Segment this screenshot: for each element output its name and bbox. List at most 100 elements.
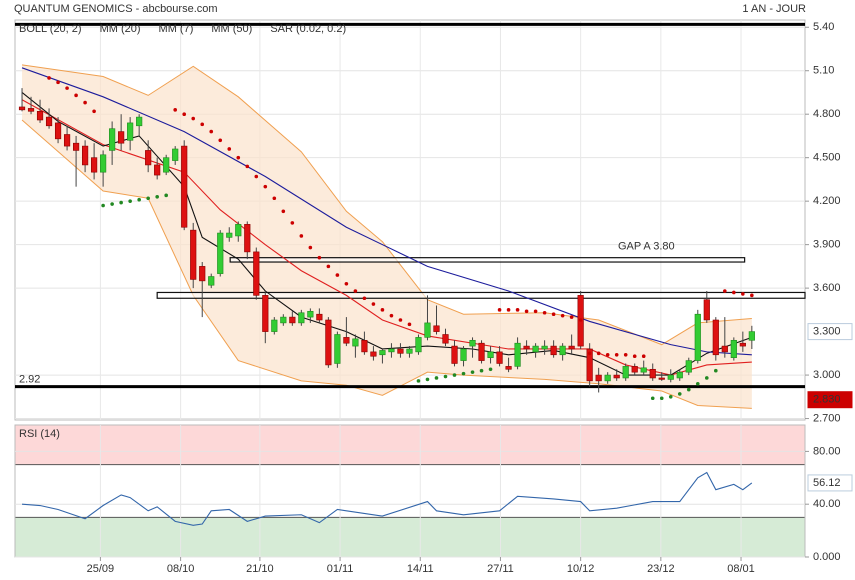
plot-frame [14, 19, 806, 421]
sar-dot [290, 221, 295, 225]
candle-body [262, 295, 269, 332]
candle-body [631, 366, 638, 373]
sar-dot [191, 116, 196, 121]
candle-body [496, 351, 503, 364]
x-tick-label: 21/10 [246, 563, 274, 575]
sar-dot [506, 308, 511, 312]
moving-average [21, 67, 752, 356]
candle-body [667, 374, 674, 380]
candle-body [100, 154, 107, 173]
sar-dot [317, 255, 322, 260]
sar-dot [353, 289, 358, 293]
legend-entry: MM (20) [100, 23, 141, 35]
candle-body [316, 313, 323, 321]
candle-body [586, 348, 593, 382]
candle-body [739, 342, 746, 347]
candle-body [604, 374, 611, 382]
sar-dot [281, 209, 286, 214]
candle-body [424, 322, 431, 338]
sar-dot [110, 202, 114, 206]
sar-dot [344, 281, 349, 286]
sar-dot [524, 309, 529, 314]
candle-body [568, 345, 575, 350]
candle-body [550, 345, 557, 356]
sar-dot [488, 367, 493, 372]
gap-box [156, 291, 806, 299]
candle-body [721, 345, 728, 353]
sar-dot [299, 234, 304, 238]
candle-body [244, 224, 251, 253]
sar-dot [596, 351, 601, 356]
candle-body [361, 339, 368, 353]
y-tick-label: 4.200 [813, 195, 841, 207]
candle-body [649, 368, 656, 379]
gap-label: GAP A 3.80 [618, 241, 675, 253]
candle-body [370, 351, 377, 357]
candle-body [541, 345, 548, 350]
sar-dot [155, 195, 159, 199]
panel-title: RSI (14) [19, 428, 60, 440]
sar-dot [515, 308, 520, 312]
sar-dot [542, 310, 547, 315]
x-tick-label: 08/10 [167, 563, 195, 575]
candle-body [433, 325, 440, 332]
sar-dot [425, 377, 430, 382]
sar-dot [398, 318, 403, 322]
y-tick-label: 5.40 [813, 21, 834, 33]
sar-dot [416, 379, 421, 383]
candle-body [325, 319, 332, 366]
level-label: 2.92 [19, 374, 40, 386]
sar-dot [128, 199, 132, 203]
last-value-label: 2.830 [813, 394, 841, 406]
candle-body [730, 339, 737, 358]
sar-dot [695, 381, 700, 386]
candle-body [253, 251, 260, 296]
y-tick-label: 2.700 [813, 412, 841, 424]
candle-body [748, 331, 755, 341]
candle-body [676, 371, 683, 379]
candle-body [622, 366, 629, 379]
candle-body [478, 342, 485, 361]
bollinger-lower [21, 119, 752, 409]
sar-dot [92, 109, 96, 114]
y-tick-label: 80.00 [813, 445, 841, 457]
legend-entry: MM (7) [159, 23, 194, 35]
sar-dot [443, 374, 448, 379]
y-tick-label: 3.600 [813, 282, 841, 294]
sar-dot [677, 392, 682, 396]
candle-body [190, 229, 197, 280]
candle-body [172, 148, 179, 161]
sar-dot [533, 309, 538, 314]
candle-body [145, 150, 152, 166]
candle-body [208, 276, 215, 286]
sar-dot [308, 245, 313, 250]
sar-dot [732, 290, 736, 295]
sar-dot [371, 302, 376, 306]
sar-dot [227, 147, 232, 151]
last-value-label: 56.12 [813, 477, 841, 489]
sar-dot [245, 164, 250, 169]
sar-dot [83, 100, 87, 105]
sar-dot [182, 112, 187, 117]
candle-body [127, 122, 134, 141]
candle-body [109, 128, 116, 151]
candle-body [613, 374, 620, 379]
sar-dot [650, 396, 655, 401]
sar-dot [434, 376, 439, 380]
sar-dot [704, 376, 709, 380]
sar-dot [560, 313, 565, 318]
rsi-zone [15, 425, 805, 465]
candle-body [388, 348, 395, 353]
sar-dot [623, 352, 628, 357]
sar-dot [497, 308, 502, 312]
sar-dot [326, 264, 331, 269]
candle-body [415, 337, 422, 353]
sar-dot [750, 293, 754, 298]
sar-dot [569, 315, 574, 319]
candle-body [226, 232, 233, 238]
sar-dot [407, 322, 412, 327]
candle-body [469, 339, 476, 347]
sar-dot [47, 76, 51, 80]
x-tick-label: 23/12 [647, 563, 675, 575]
